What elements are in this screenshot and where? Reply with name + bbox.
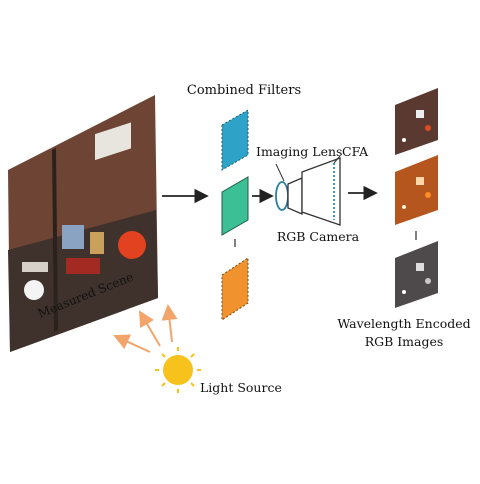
camera-icon — [275, 157, 341, 226]
scene-red-ball — [118, 231, 146, 259]
label-light-source: Light Source — [200, 380, 282, 395]
light-rays — [113, 304, 178, 353]
cfa-pointer — [333, 155, 341, 164]
lens-pointer — [275, 163, 285, 182]
label-imaging-lens: Imaging Lens — [256, 144, 342, 159]
lens-icon — [275, 181, 289, 211]
label-rgb-camera: RGB Camera — [277, 229, 360, 244]
output-image-1 — [395, 88, 438, 155]
filter-orange — [221, 257, 249, 321]
sun-icon — [155, 347, 201, 393]
filter-green — [221, 176, 249, 236]
label-combined-filters: Combined Filters — [187, 83, 301, 98]
scene-white-ball — [24, 280, 44, 300]
label-cfa: CFA — [342, 144, 369, 159]
output-image-3 — [395, 241, 438, 308]
label-wavelength-encoded: Wavelength Encoded — [337, 316, 470, 331]
filter-blue — [221, 109, 249, 171]
measured-scene-image — [8, 95, 158, 352]
label-rgb-images: RGB Images — [365, 334, 444, 349]
output-image-2 — [395, 155, 438, 225]
